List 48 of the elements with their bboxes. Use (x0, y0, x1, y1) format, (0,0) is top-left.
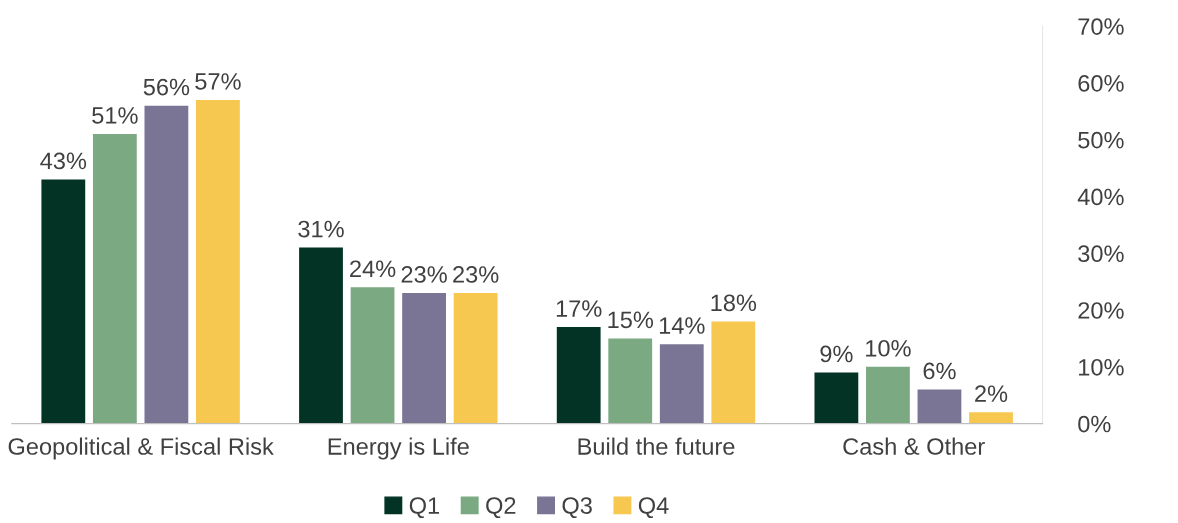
x-tick-label: Cash & Other (843, 437, 985, 455)
bar (814, 372, 859, 424)
bar (659, 344, 704, 424)
bar (608, 338, 653, 424)
data-label: 24% (350, 260, 396, 278)
data-label: 23% (401, 266, 447, 283)
data-label: 10% (866, 339, 911, 357)
bar (402, 293, 446, 424)
bar (711, 321, 756, 424)
x-tick-label: Build the future (578, 437, 735, 455)
bar (556, 327, 601, 424)
data-label: 57% (195, 73, 241, 90)
x-tick-label: Energy is Life (328, 437, 469, 460)
data-label: 14% (659, 317, 705, 334)
bar (92, 134, 137, 424)
data-label: 31% (298, 220, 344, 238)
bar (196, 99, 240, 424)
data-label: 9% (820, 345, 853, 363)
data-label: 51% (92, 107, 138, 124)
bar (917, 389, 962, 424)
y-tick-label: 10% (1079, 358, 1124, 376)
legend-label: Q2 (486, 497, 516, 519)
y-tick-label: 20% (1078, 302, 1124, 319)
bar (969, 412, 1013, 424)
y-tick-label: 50% (1078, 131, 1124, 149)
data-label: 2% (975, 385, 1008, 402)
y-tick-label: 60% (1078, 75, 1124, 92)
y-tick-label: 0% (1078, 415, 1111, 433)
data-label: 18% (711, 294, 757, 312)
legend-label: Q3 (562, 497, 592, 519)
bar (350, 287, 395, 424)
y-tick-label: 70% (1078, 18, 1124, 35)
data-label: 6% (923, 362, 956, 380)
data-label: 56% (143, 78, 190, 96)
data-label: 43% (40, 152, 87, 170)
data-label: 17% (556, 300, 602, 317)
legend-label: Q1 (409, 497, 440, 519)
bar (144, 105, 189, 424)
bar (866, 366, 910, 424)
bar (299, 247, 343, 424)
legend-label: Q4 (638, 497, 669, 519)
bar (453, 293, 498, 424)
y-tick-label: 30% (1078, 245, 1124, 263)
data-label: 23% (453, 266, 499, 283)
y-tick-label: 40% (1077, 188, 1124, 206)
data-label: 15% (608, 311, 654, 329)
x-tick-label: Geopolitical & Fiscal Risk (8, 437, 274, 460)
bar (41, 179, 86, 424)
